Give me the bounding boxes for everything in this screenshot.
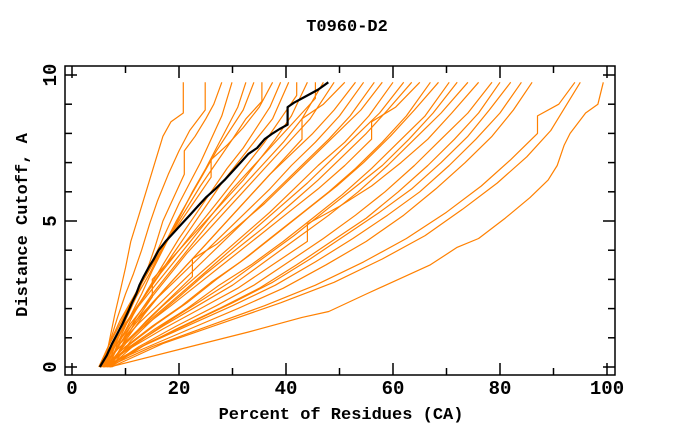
model-curve (111, 81, 581, 368)
model-curve (101, 81, 394, 368)
model-curve (105, 81, 522, 368)
model-curve (109, 82, 604, 368)
model-curve (100, 82, 206, 368)
axis-group: 0 20 40 60 80 100 0 5 10 (40, 64, 624, 400)
model-curve (107, 81, 576, 368)
model-curve (99, 82, 274, 368)
model-curve (104, 81, 469, 368)
model-curve (100, 81, 365, 368)
model-curve (104, 82, 263, 368)
model-curve (100, 82, 290, 368)
x-tick-label: 40 (275, 378, 298, 400)
model-curve (108, 81, 493, 368)
model-curve (106, 81, 439, 368)
x-tick-label: 20 (168, 378, 191, 400)
model-curve (98, 82, 233, 368)
model-curve (99, 81, 421, 368)
y-tick-label: 0 (40, 361, 62, 372)
x-tick-label: 80 (489, 378, 512, 400)
y-tick-label: 5 (40, 215, 62, 226)
model-curves-group (98, 81, 604, 368)
model-curve (101, 81, 480, 368)
x-axis-title: Percent of Residues (CA) (219, 406, 464, 425)
model-curve (107, 81, 383, 368)
x-tick-label: 0 (66, 378, 77, 400)
model-curve (110, 81, 512, 368)
model-curve (106, 82, 223, 368)
model-curve (102, 81, 533, 368)
model-curve (98, 82, 316, 368)
model-curve (103, 81, 375, 368)
model-curve (102, 81, 335, 368)
plot-frame (64, 65, 616, 376)
y-axis-title: Distance Cutoff, A (14, 132, 33, 316)
model-curve (108, 81, 356, 368)
x-tick-label: 100 (590, 378, 624, 400)
model-curve (102, 81, 450, 368)
model-curve (103, 82, 184, 368)
model-curve (105, 81, 405, 368)
chart-title: T0960-D2 (306, 18, 388, 37)
model-curve (104, 81, 346, 368)
highlighted-model-curve (98, 81, 329, 368)
model-curve (109, 81, 458, 368)
model-curve (109, 82, 308, 368)
y-tick-label: 10 (40, 64, 62, 87)
x-tick-label: 60 (382, 378, 405, 400)
